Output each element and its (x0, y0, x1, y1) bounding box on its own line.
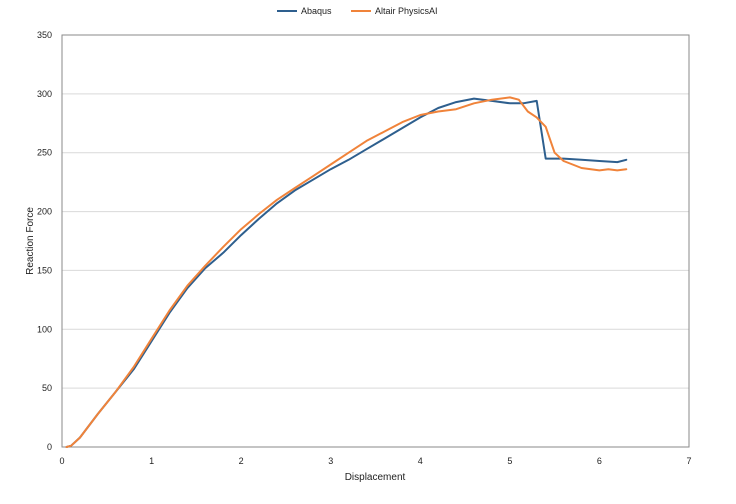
y-tick-label: 100 (37, 324, 52, 334)
y-axis-ticks: 0 50 100 150 200 250 300 350 (37, 30, 52, 452)
series-lines (65, 96, 628, 448)
x-tick-label: 5 (507, 456, 512, 466)
y-tick-label: 250 (37, 148, 52, 158)
y-tick-label: 0 (47, 442, 52, 452)
x-tick-label: 2 (239, 456, 244, 466)
y-tick-label: 300 (37, 89, 52, 99)
y-tick-label: 350 (37, 30, 52, 40)
y-tick-label: 150 (37, 265, 52, 275)
y-tick-label: 200 (37, 207, 52, 217)
x-tick-label: 3 (328, 456, 333, 466)
x-tick-label: 1 (149, 456, 154, 466)
series-line-altair-physicsai (65, 96, 628, 448)
y-tick-label: 50 (42, 383, 52, 393)
legend-label: Altair PhysicsAI (375, 6, 438, 16)
legend: Abaqus Altair PhysicsAI (277, 6, 438, 16)
x-tick-label: 7 (686, 456, 691, 466)
y-axis-label: Reaction Force (25, 207, 36, 275)
legend-label: Abaqus (301, 6, 332, 16)
x-axis-ticks: 0 1 2 3 4 5 6 7 (59, 456, 691, 466)
plot-area-border (61, 34, 690, 448)
x-tick-label: 6 (597, 456, 602, 466)
x-axis-label: Displacement (345, 472, 406, 483)
x-tick-label: 4 (418, 456, 423, 466)
x-tick-label: 0 (59, 456, 64, 466)
series-line-abaqus (65, 97, 628, 448)
gridlines (62, 93, 689, 389)
